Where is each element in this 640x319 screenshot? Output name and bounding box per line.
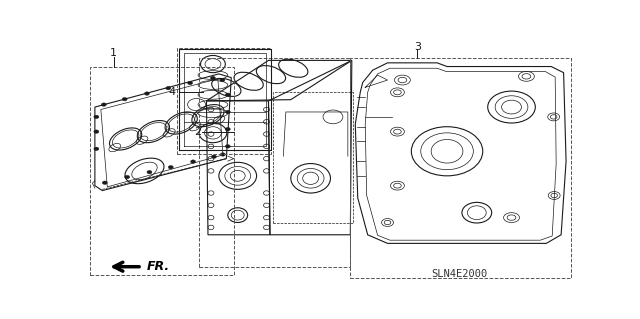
- Ellipse shape: [168, 166, 173, 169]
- Ellipse shape: [94, 115, 99, 119]
- Ellipse shape: [94, 130, 99, 133]
- Ellipse shape: [102, 181, 108, 184]
- Ellipse shape: [220, 78, 225, 82]
- Ellipse shape: [225, 128, 230, 131]
- Ellipse shape: [94, 147, 99, 151]
- Text: 1: 1: [110, 48, 117, 58]
- Ellipse shape: [211, 76, 216, 80]
- Text: 4: 4: [168, 87, 175, 97]
- Ellipse shape: [188, 81, 193, 85]
- Ellipse shape: [145, 92, 150, 95]
- Ellipse shape: [147, 170, 152, 174]
- Ellipse shape: [191, 160, 196, 163]
- Ellipse shape: [225, 145, 230, 148]
- Ellipse shape: [122, 98, 127, 101]
- Ellipse shape: [225, 93, 230, 96]
- Ellipse shape: [220, 153, 225, 156]
- Text: 2: 2: [195, 127, 202, 137]
- Ellipse shape: [166, 86, 171, 90]
- Ellipse shape: [125, 175, 129, 179]
- Text: FR.: FR.: [147, 260, 170, 273]
- Ellipse shape: [101, 103, 106, 106]
- Text: 3: 3: [414, 42, 420, 52]
- Ellipse shape: [211, 155, 216, 159]
- Text: SLN4E2000: SLN4E2000: [431, 269, 488, 279]
- Ellipse shape: [225, 110, 230, 114]
